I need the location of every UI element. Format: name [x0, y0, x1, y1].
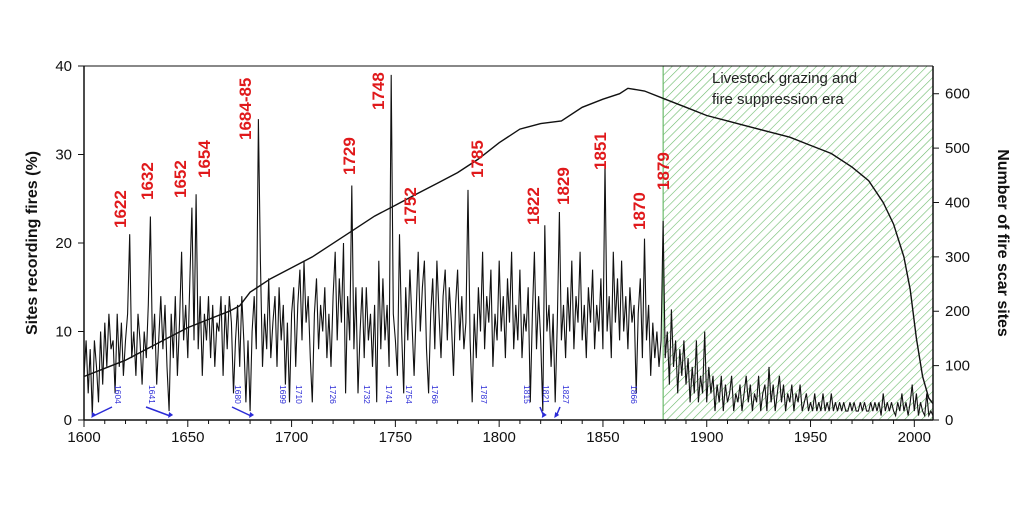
- y-tick-label: 0: [64, 412, 72, 429]
- peak-year-label: 1622: [111, 190, 130, 228]
- x-tick-label: 1750: [379, 429, 412, 446]
- low-year-label: 1815: [522, 385, 532, 404]
- peak-year-label: 1654: [195, 140, 214, 178]
- low-year-label: 1787: [479, 385, 489, 404]
- peak-year-label: 1729: [340, 137, 359, 175]
- peak-year-label: 1879: [654, 152, 673, 190]
- blue-arrow-icon: [231, 406, 252, 417]
- low-year-label: 1754: [404, 385, 414, 404]
- y-right-tick-label: 400: [945, 194, 970, 211]
- x-tick-label: 1850: [586, 429, 619, 446]
- y-axis-title: Sites recording fires (%): [24, 151, 41, 335]
- low-year-label: 1604: [113, 385, 123, 404]
- y-right-tick-label: 200: [945, 303, 970, 320]
- y-right-axis-title: Number of fire scar sites: [994, 149, 1011, 337]
- low-year-label: 1726: [328, 385, 338, 404]
- x-tick-label: 1600: [67, 429, 100, 446]
- low-year-label: 1821: [541, 385, 551, 404]
- low-year-label: 1710: [294, 385, 304, 404]
- low-year-label: 1699: [278, 385, 288, 404]
- peak-year-label: 1748: [369, 72, 388, 110]
- peak-year-label: 1652: [171, 160, 190, 198]
- peak-year-label: 1822: [524, 187, 543, 225]
- low-year-label: 1866: [629, 385, 639, 404]
- low-year-label: 1732: [362, 385, 372, 404]
- blue-arrowhead-icon: [91, 412, 97, 418]
- low-year-label: 1827: [561, 385, 571, 404]
- blue-arrowhead-icon: [554, 412, 560, 418]
- peak-year-label: 1851: [591, 132, 610, 170]
- y-tick-label: 30: [55, 147, 72, 164]
- low-year-label: 1741: [384, 385, 394, 404]
- y-right-tick-label: 100: [945, 358, 970, 375]
- x-tick-label: 1650: [171, 429, 204, 446]
- y-right-tick-label: 600: [945, 86, 970, 103]
- peak-year-label: 1870: [630, 192, 649, 230]
- x-tick-label: 1950: [794, 429, 827, 446]
- y-right-tick-label: 0: [945, 412, 953, 429]
- shaded-region: [663, 66, 933, 420]
- y-right-tick-label: 500: [945, 140, 970, 157]
- y-tick-label: 40: [55, 58, 72, 75]
- x-tick-label: 1800: [482, 429, 515, 446]
- x-tick-label: 1700: [275, 429, 308, 446]
- blue-arrowhead-icon: [168, 412, 174, 418]
- x-tick-label: 2000: [898, 429, 931, 446]
- x-tick-label: 1900: [690, 429, 723, 446]
- blue-arrowhead-icon: [249, 412, 255, 418]
- y-tick-label: 10: [55, 324, 72, 341]
- low-year-label: 1680: [233, 385, 243, 404]
- peak-year-label: 1752: [401, 187, 420, 225]
- peak-year-label: 1829: [554, 167, 573, 205]
- blue-arrowhead-icon: [541, 412, 547, 418]
- shaded-region-label: Livestock grazing and: [712, 70, 857, 87]
- y-right-tick-label: 300: [945, 249, 970, 266]
- peak-year-label: 1632: [138, 162, 157, 200]
- peak-year-label: 1785: [468, 140, 487, 178]
- blue-arrow-icon: [145, 406, 171, 417]
- sample-depth-line: [83, 87, 934, 405]
- shaded-region-label: fire suppression era: [712, 91, 844, 108]
- low-year-label: 1766: [430, 385, 440, 404]
- low-year-label: 1641: [147, 385, 157, 404]
- blue-arrow-icon: [92, 406, 113, 417]
- peak-year-label: 1684-85: [236, 78, 255, 140]
- y-tick-label: 20: [55, 235, 72, 252]
